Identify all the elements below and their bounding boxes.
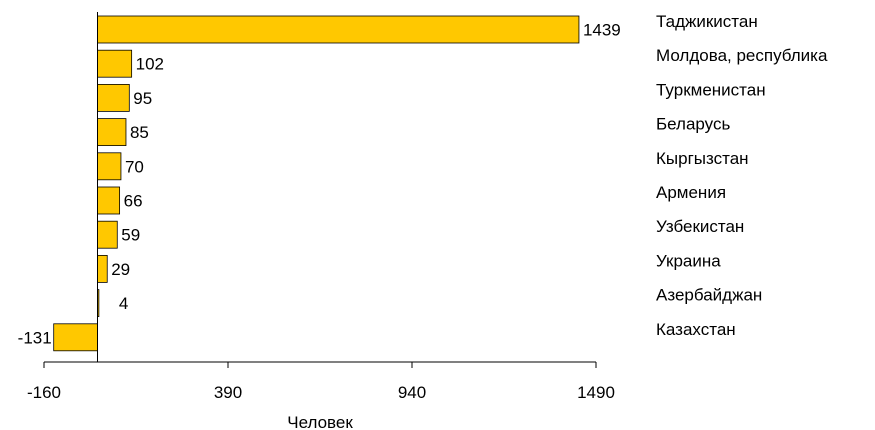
value-label-9: -131 bbox=[18, 328, 52, 347]
value-label-7: 29 bbox=[111, 260, 130, 279]
category-label-7: Украина bbox=[656, 251, 721, 270]
bar-2 bbox=[97, 84, 130, 112]
bar-0 bbox=[97, 15, 580, 44]
bar-9 bbox=[53, 323, 98, 352]
x-tick-label-3: 1490 bbox=[577, 383, 615, 402]
category-label-4: Кыргызстан bbox=[656, 149, 749, 168]
x-ticks-group: -160 390 940 1490 bbox=[27, 362, 615, 402]
category-label-0: Таджикистан bbox=[656, 12, 758, 31]
bar-6 bbox=[97, 220, 118, 249]
x-axis-title: Человек bbox=[287, 413, 353, 430]
value-labels-group: 1439 102 95 85 70 66 59 29 4 -131 bbox=[18, 21, 621, 348]
category-label-1: Молдова, республика bbox=[656, 46, 828, 65]
bar-4 bbox=[97, 152, 122, 181]
value-label-5: 66 bbox=[124, 192, 143, 211]
category-labels-group: Таджикистан Молдова, республика Туркменист… bbox=[656, 12, 828, 339]
category-label-3: Беларусь bbox=[656, 115, 730, 134]
category-label-5: Армения bbox=[656, 183, 726, 202]
category-label-9: Казахстан bbox=[656, 320, 736, 339]
value-label-3: 85 bbox=[130, 123, 149, 142]
bars-group bbox=[53, 15, 580, 352]
category-label-8: Азербайджан bbox=[656, 286, 762, 305]
value-label-1: 102 bbox=[136, 55, 164, 74]
value-label-6: 59 bbox=[121, 226, 140, 245]
x-tick-label-2: 940 bbox=[398, 383, 426, 402]
bar-3 bbox=[97, 118, 127, 146]
category-label-6: Узбекистан bbox=[656, 217, 744, 236]
x-tick-label-0: -160 bbox=[27, 383, 61, 402]
value-label-2: 95 bbox=[133, 89, 152, 108]
value-label-0: 1439 bbox=[583, 21, 621, 40]
bar-5 bbox=[97, 186, 121, 215]
category-label-2: Туркменистан bbox=[656, 80, 766, 99]
x-tick-label-1: 390 bbox=[214, 383, 242, 402]
value-label-4: 70 bbox=[125, 157, 144, 176]
bar-1 bbox=[97, 49, 133, 78]
bar-7 bbox=[97, 254, 108, 283]
value-label-8: 4 bbox=[119, 294, 128, 313]
